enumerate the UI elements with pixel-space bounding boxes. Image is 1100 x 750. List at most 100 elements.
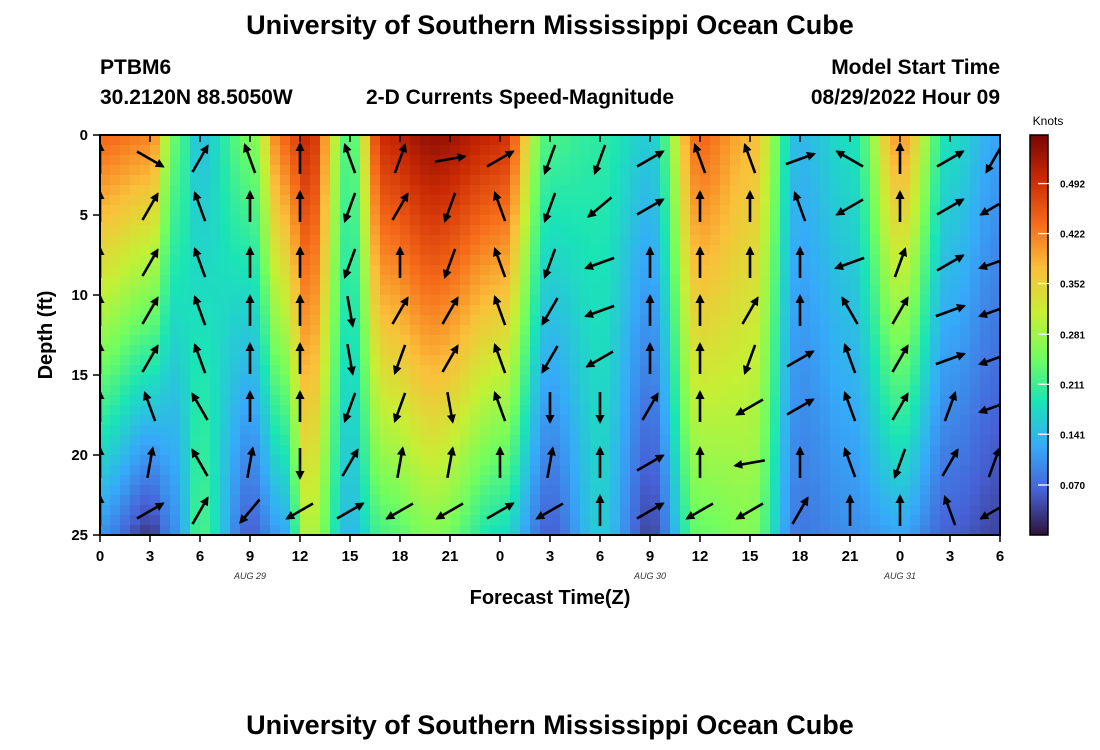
heatmap-cell: [610, 355, 621, 366]
heatmap-cell: [240, 435, 251, 446]
heatmap-cell: [850, 145, 861, 156]
heatmap-cell: [800, 355, 811, 366]
heatmap-cell: [230, 245, 241, 256]
heatmap-cell: [830, 495, 841, 506]
heatmap-cell: [570, 145, 581, 156]
heatmap-cell: [460, 335, 471, 346]
heatmap-cell: [820, 455, 831, 466]
heatmap-cell: [890, 265, 901, 276]
heatmap-cell: [820, 385, 831, 396]
heatmap-cell: [560, 145, 571, 156]
heatmap-cell: [450, 365, 461, 376]
heatmap-cell: [230, 225, 241, 236]
heatmap-cell: [580, 195, 591, 206]
heatmap-cell: [120, 305, 131, 316]
heatmap-cell: [240, 325, 251, 336]
heatmap-cell: [410, 265, 421, 276]
heatmap-cell: [490, 455, 501, 466]
heatmap-cell: [130, 275, 141, 286]
heatmap-cell: [580, 435, 591, 446]
heatmap-cell: [180, 185, 191, 196]
heatmap-cell: [670, 315, 681, 326]
heatmap-cell: [940, 325, 951, 336]
current-vector: [786, 350, 815, 368]
heatmap-cell: [320, 365, 331, 376]
heatmap-cell: [790, 265, 801, 276]
heatmap-cell: [480, 265, 491, 276]
heatmap-cell: [950, 205, 961, 216]
heatmap-cell: [650, 225, 661, 236]
heatmap-cell: [420, 365, 431, 376]
heatmap-cell: [470, 525, 481, 535]
heatmap-cell: [680, 515, 691, 526]
heatmap-cell: [760, 305, 771, 316]
heatmap-cell: [660, 375, 671, 386]
heatmap-cell: [720, 185, 731, 196]
heatmap-cell: [810, 185, 821, 196]
heatmap-cell: [520, 155, 531, 166]
heatmap-cell: [700, 375, 711, 386]
heatmap-cell: [950, 505, 961, 516]
heatmap-cell: [390, 205, 401, 216]
heatmap-cell: [890, 135, 901, 146]
heatmap-cell: [200, 175, 211, 186]
heatmap-cell: [140, 145, 151, 156]
heatmap-cell: [630, 335, 641, 346]
heatmap-cell: [630, 245, 641, 256]
heatmap-cell: [140, 275, 151, 286]
heatmap-cell: [930, 465, 941, 476]
heatmap-cell: [810, 355, 821, 366]
heatmap-cell: [830, 235, 841, 246]
heatmap-cell: [970, 435, 981, 446]
heatmap-cell: [660, 165, 671, 176]
heatmap-cell: [720, 385, 731, 396]
heatmap-cell: [110, 495, 121, 506]
heatmap-cell: [500, 255, 511, 266]
heatmap-cell: [730, 245, 741, 256]
colorbar-tick-label: 0.352: [1060, 280, 1085, 291]
current-vector: [595, 392, 605, 424]
vector-head: [954, 198, 965, 207]
heatmap-cell: [380, 335, 391, 346]
heatmap-cell: [990, 285, 1000, 296]
heatmap-cell: [670, 275, 681, 286]
heatmap-cell: [950, 335, 961, 346]
heatmap-cell: [280, 155, 291, 166]
heatmap-cell: [170, 255, 181, 266]
heatmap-cell: [770, 275, 781, 286]
heatmap-cell: [410, 375, 421, 386]
heatmap-cell: [430, 375, 441, 386]
heatmap-cell: [710, 445, 721, 456]
heatmap-cell: [590, 515, 601, 526]
heatmap-cell: [530, 455, 541, 466]
heatmap-cell: [590, 445, 601, 456]
vector-head: [100, 446, 105, 455]
heatmap-cell: [770, 385, 781, 396]
heatmap-cell: [290, 275, 301, 286]
heatmap-cell: [910, 355, 921, 366]
heatmap-cell: [350, 435, 361, 446]
heatmap-cell: [480, 435, 491, 446]
heatmap-cell: [130, 175, 141, 186]
heatmap-cell: [180, 485, 191, 496]
heatmap-cell: [910, 365, 921, 376]
heatmap-cell: [800, 435, 811, 446]
heatmap-cell: [300, 295, 311, 306]
heatmap-cell: [700, 385, 711, 396]
heatmap-cell: [950, 455, 961, 466]
heatmap-cell: [510, 515, 521, 526]
heatmap-cell: [870, 465, 881, 476]
heatmap-cell: [870, 245, 881, 256]
heatmap-cell: [180, 335, 191, 346]
heatmap-cell: [160, 225, 171, 236]
heatmap-cell: [170, 505, 181, 516]
heatmap-cell: [870, 165, 881, 176]
heatmap-cell: [740, 185, 751, 196]
heatmap-cell: [930, 215, 941, 226]
vector-head: [154, 502, 165, 511]
current-vector: [443, 248, 457, 279]
heatmap-cell: [620, 345, 631, 356]
heatmap-cell: [180, 515, 191, 526]
heatmap-cell: [310, 225, 321, 236]
heatmap-cell: [400, 455, 411, 466]
